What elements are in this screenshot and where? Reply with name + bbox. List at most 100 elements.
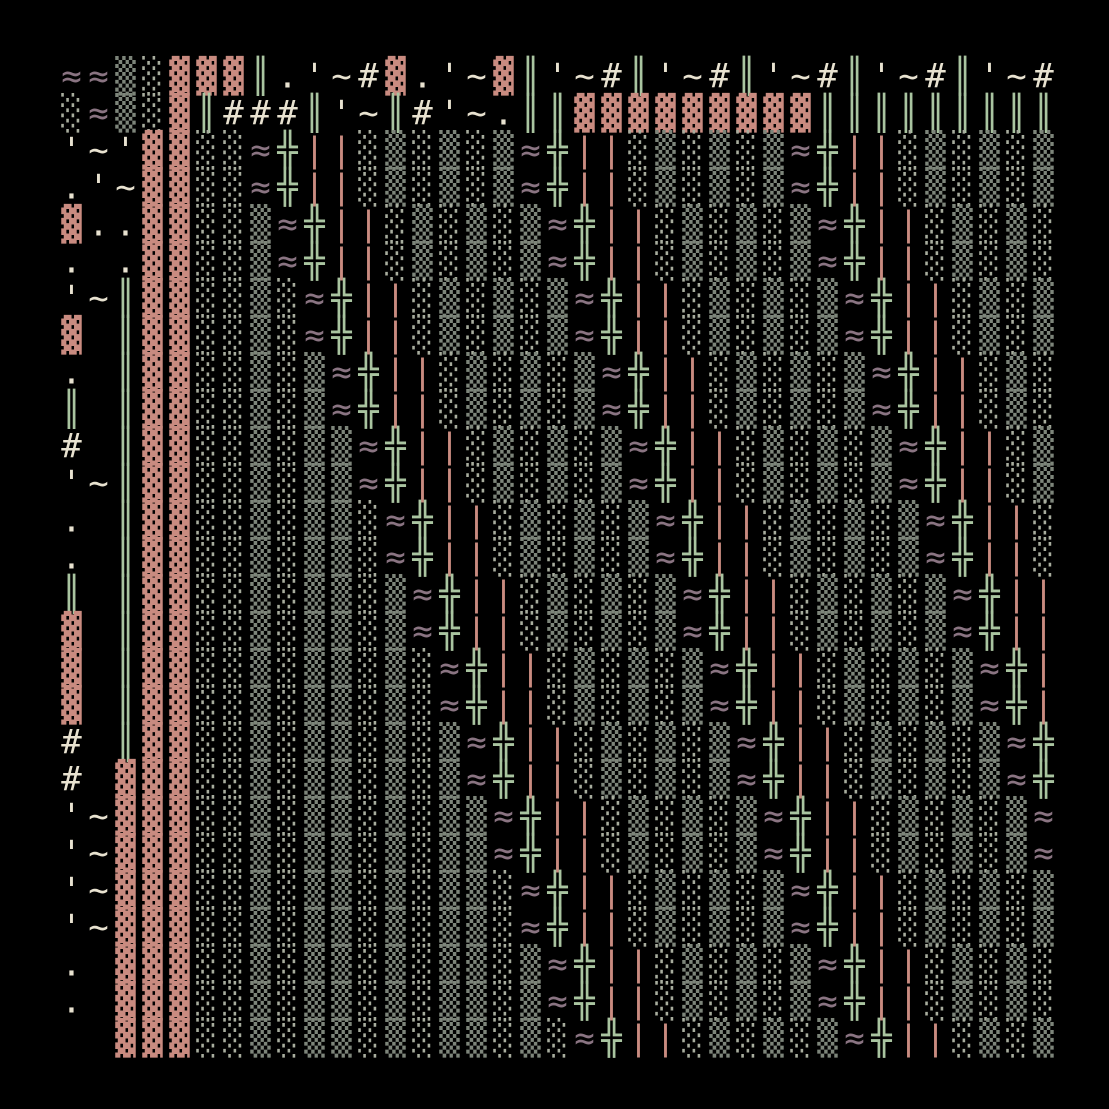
glyph: ╬ xyxy=(276,167,298,208)
glyph: ▒ xyxy=(682,241,703,282)
glyph: ▓ xyxy=(169,315,190,356)
glyph: . xyxy=(61,501,81,541)
glyph: ▒ xyxy=(250,241,271,282)
glyph: ~ xyxy=(466,57,486,97)
glyph: | xyxy=(304,168,324,208)
glyph: | xyxy=(1033,686,1053,726)
glyph: ░ xyxy=(736,278,756,319)
glyph: ▒ xyxy=(304,500,325,541)
glyph: | xyxy=(385,390,405,430)
glyph: ▒ xyxy=(898,537,919,578)
glyph: ▒ xyxy=(304,1018,325,1059)
glyph: | xyxy=(601,168,621,208)
glyph: | xyxy=(493,612,513,652)
glyph: ▒ xyxy=(493,463,514,504)
glyph: ░ xyxy=(358,574,378,615)
glyph: . xyxy=(61,982,81,1022)
glyph: | xyxy=(628,982,648,1022)
glyph: ░ xyxy=(223,574,243,615)
glyph: ▒ xyxy=(925,870,946,911)
glyph: ▒ xyxy=(331,574,352,615)
glyph: ≈ xyxy=(790,168,810,208)
glyph: ░ xyxy=(952,907,972,948)
glyph: ░ xyxy=(871,537,891,578)
glyph: ▓ xyxy=(169,796,190,837)
glyph: ░ xyxy=(844,574,864,615)
glyph: ║ xyxy=(304,93,324,134)
glyph: ▒ xyxy=(250,463,271,504)
glyph: ░ xyxy=(763,389,783,430)
glyph: ▓ xyxy=(169,907,190,948)
glyph: ▒ xyxy=(925,907,946,948)
glyph: ▒ xyxy=(601,759,622,800)
glyph: ≈ xyxy=(898,464,918,504)
glyph: ░ xyxy=(196,426,216,467)
glyph: | xyxy=(709,538,729,578)
glyph: ▓ xyxy=(115,870,136,911)
glyph: # xyxy=(250,94,271,134)
glyph: ≈ xyxy=(682,575,702,615)
glyph: ░ xyxy=(1006,1018,1026,1059)
glyph: ╬ xyxy=(546,167,568,208)
glyph: ╬ xyxy=(978,574,1000,615)
glyph: ▓ xyxy=(169,167,190,208)
glyph: ▒ xyxy=(1033,463,1054,504)
glyph: ▒ xyxy=(439,167,460,208)
glyph: ░ xyxy=(628,722,648,763)
glyph: ░ xyxy=(439,241,459,282)
glyph: ░ xyxy=(358,796,378,837)
glyph: ▒ xyxy=(736,833,757,874)
glyph: ▒ xyxy=(331,537,352,578)
glyph: | xyxy=(736,612,756,652)
glyph: ▒ xyxy=(547,463,568,504)
glyph: | xyxy=(925,316,945,356)
glyph: ░ xyxy=(601,648,621,689)
glyph: ░ xyxy=(223,315,243,356)
glyph: ▒ xyxy=(952,685,973,726)
glyph: | xyxy=(844,834,864,874)
glyph: ~ xyxy=(1006,57,1026,97)
glyph: ░ xyxy=(547,685,567,726)
glyph: ░ xyxy=(601,685,621,726)
glyph: ░ xyxy=(493,981,513,1022)
glyph: ╬ xyxy=(978,611,1000,652)
glyph: # xyxy=(1033,57,1054,97)
glyph: ▒ xyxy=(817,426,838,467)
glyph: ░ xyxy=(655,204,675,245)
glyph: ║ xyxy=(115,426,135,467)
glyph: ▒ xyxy=(601,463,622,504)
glyph: ░ xyxy=(628,130,648,171)
glyph: ║ xyxy=(871,93,891,134)
glyph: . xyxy=(277,57,297,97)
glyph: ▒ xyxy=(1033,870,1054,911)
glyph: ▓ xyxy=(223,56,244,97)
glyph: ░ xyxy=(1006,315,1026,356)
glyph: ▒ xyxy=(871,426,892,467)
glyph: ' xyxy=(439,94,459,134)
glyph: ▒ xyxy=(250,648,271,689)
glyph: ▒ xyxy=(439,833,460,874)
glyph: ▒ xyxy=(817,574,838,615)
glyph: ≈ xyxy=(574,279,594,319)
glyph: ▓ xyxy=(790,93,811,134)
glyph: ╬ xyxy=(330,315,352,356)
glyph: ▒ xyxy=(844,685,865,726)
glyph: ░ xyxy=(925,833,945,874)
glyph: ║ xyxy=(817,93,837,134)
glyph: ≈ xyxy=(358,427,378,467)
glyph: | xyxy=(520,760,540,800)
glyph: ░ xyxy=(763,981,783,1022)
glyph: | xyxy=(709,427,729,467)
glyph: ░ xyxy=(682,1018,702,1059)
glyph: ▒ xyxy=(979,907,1000,948)
glyph: ▒ xyxy=(871,463,892,504)
glyph: ░ xyxy=(871,500,891,541)
glyph: ╬ xyxy=(465,685,487,726)
glyph: ▒ xyxy=(709,167,730,208)
glyph: | xyxy=(844,797,864,837)
glyph: ≈ xyxy=(520,168,540,208)
glyph: | xyxy=(871,168,891,208)
glyph: ░ xyxy=(223,352,243,393)
glyph: | xyxy=(466,538,486,578)
